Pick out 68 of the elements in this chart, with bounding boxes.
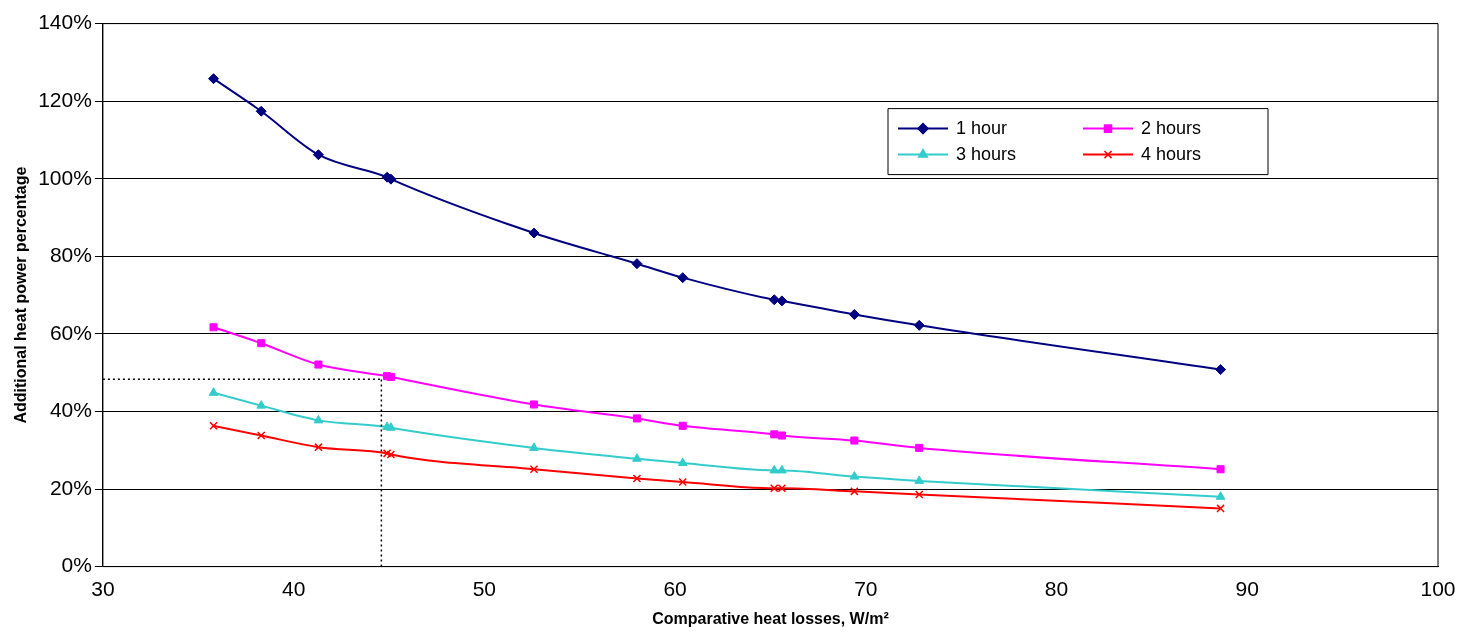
point (632, 453, 642, 462)
point (208, 73, 220, 85)
y-tick-label: 40% (49, 398, 92, 422)
point (770, 430, 779, 439)
point (386, 450, 396, 459)
point (777, 483, 787, 493)
x-tick-label: 90 (1235, 577, 1259, 600)
y-tick-label: 140% (38, 10, 92, 34)
point (914, 475, 925, 484)
x-tick-label: 60 (663, 577, 687, 600)
y-axis-title: Additional heat power percentage (12, 166, 30, 424)
x-tick-label: 30 (91, 577, 115, 600)
x-tick-label: 100 (1420, 577, 1456, 600)
point (769, 464, 780, 474)
point (1215, 364, 1227, 376)
point (632, 474, 642, 483)
y-tick-label: 100% (38, 165, 92, 189)
point (314, 442, 323, 452)
x-tick-label: 40 (281, 577, 306, 600)
point (1215, 491, 1226, 500)
point (913, 319, 925, 331)
point (312, 149, 324, 161)
point (382, 449, 392, 458)
point (209, 421, 218, 431)
point (777, 431, 786, 440)
x-tick-label: 50 (472, 577, 497, 600)
point (850, 487, 859, 496)
point (529, 442, 539, 451)
point (528, 227, 540, 239)
y-tick-label: 60% (49, 320, 92, 344)
point (914, 490, 924, 499)
point (208, 387, 219, 396)
point (849, 471, 860, 480)
point (677, 272, 689, 284)
point (209, 323, 218, 332)
point (777, 464, 787, 474)
legend-label: 3 hours (956, 143, 1017, 164)
legend-label: 2 hours (1141, 117, 1202, 138)
y-tick-label: 120% (38, 87, 92, 111)
point (313, 414, 324, 424)
point (256, 431, 266, 440)
legend-label: 1 hour (956, 117, 1008, 138)
point (632, 414, 641, 423)
x-tick-label: 70 (854, 577, 878, 600)
point (631, 258, 643, 270)
point (769, 483, 779, 493)
x-tick-label: 80 (1044, 577, 1069, 600)
point (768, 294, 780, 306)
y-tick-label: 0% (61, 553, 92, 577)
point (848, 308, 860, 320)
point (255, 105, 267, 117)
y-tick-label: 20% (49, 475, 92, 499)
x-axis-title: Comparative heat losses, W/m² (652, 609, 889, 627)
legend-label: 4 hours (1141, 143, 1202, 164)
point (850, 436, 859, 445)
point (386, 422, 396, 431)
point (677, 457, 688, 467)
point (257, 339, 266, 348)
point (1216, 465, 1225, 474)
y-tick-label: 80% (49, 243, 92, 267)
point (256, 400, 267, 409)
point (678, 421, 687, 430)
point (678, 477, 688, 487)
point (529, 464, 539, 474)
point (1216, 504, 1225, 513)
point (314, 360, 323, 369)
point (529, 400, 538, 409)
point (915, 443, 924, 452)
